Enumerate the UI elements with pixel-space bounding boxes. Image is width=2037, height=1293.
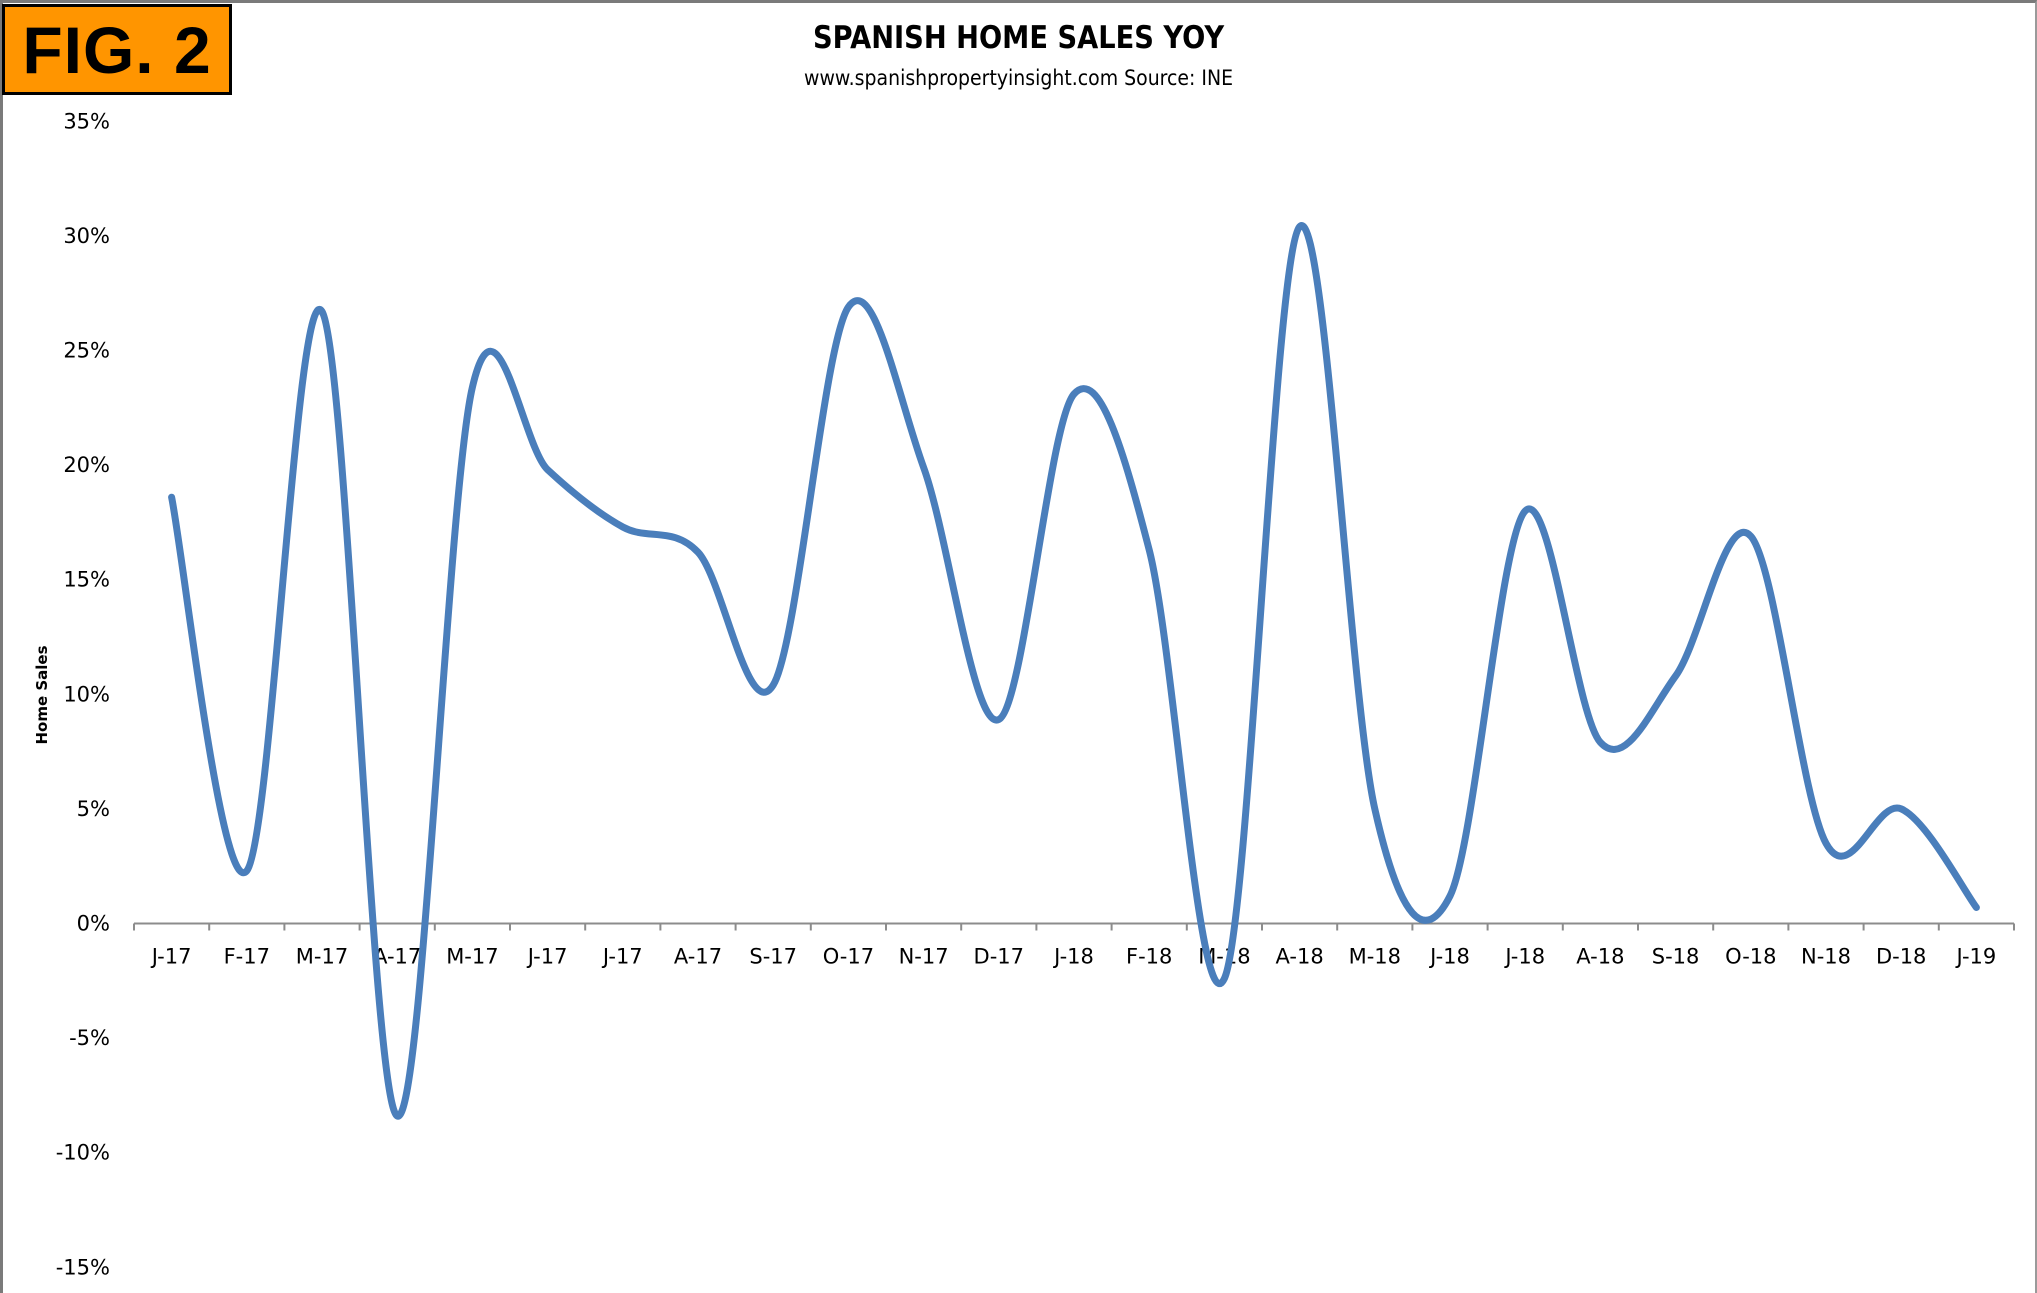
y-tick-label: 20%	[63, 453, 110, 477]
x-tick-label: A-17	[674, 945, 722, 969]
x-tick-label: S-18	[1652, 945, 1700, 969]
x-axis-tick-labels: J-17 F-17 M-17 A-17 M-17 J-17 J-17 A-17 S-17 O-17…	[150, 945, 1997, 969]
x-tick-label: J-18	[1503, 945, 1545, 969]
x-tick-label: J-19	[1955, 945, 1997, 969]
y-tick-label: 15%	[63, 568, 110, 592]
x-tick-label: J-17	[150, 945, 192, 969]
x-tick-label: M-18	[1349, 945, 1401, 969]
x-tick-label: D-17	[974, 945, 1024, 969]
x-tick-label: N-18	[1801, 945, 1851, 969]
y-tick-label: 10%	[63, 682, 110, 706]
y-axis-tick-labels: 35% 30% 25% 20% 15% 10% 5% 0% -5% -10% -15%	[56, 109, 110, 1279]
x-tick-label: S-17	[749, 945, 797, 969]
y-tick-label: -10%	[56, 1141, 110, 1165]
y-tick-label: -5%	[69, 1026, 110, 1050]
chart-title: SPANISH HOME SALES YOY	[812, 20, 1225, 56]
chart-subtitle: www.spanishpropertyinsight.com Source: I…	[804, 66, 1234, 90]
x-tick-label: J-18	[1052, 945, 1094, 969]
y-tick-label: 5%	[77, 797, 110, 821]
x-tick-label: J-17	[526, 945, 568, 969]
series-line-home-sales	[168, 222, 1980, 1120]
x-tick-label: J-17	[601, 945, 643, 969]
x-tick-label: F-18	[1126, 945, 1172, 969]
y-tick-label: 0%	[77, 912, 110, 936]
x-tick-label: A-17	[373, 945, 421, 969]
x-tick-label: F-17	[224, 945, 270, 969]
x-tick-label: O-17	[823, 945, 874, 969]
y-tick-label: 30%	[63, 224, 110, 248]
x-tick-label: N-17	[899, 945, 949, 969]
figure-badge: FIG. 2	[2, 4, 232, 95]
y-tick-label: 25%	[63, 339, 110, 363]
y-tick-label: 35%	[63, 109, 110, 133]
x-tick-label: A-18	[1576, 945, 1624, 969]
x-tick-label: J-18	[1428, 945, 1470, 969]
x-tick-label: M-17	[296, 945, 348, 969]
x-tick-label: M-17	[446, 945, 498, 969]
x-tick-label: D-18	[1876, 945, 1926, 969]
x-tick-label: A-18	[1275, 945, 1323, 969]
x-tick-label: O-18	[1725, 945, 1776, 969]
y-tick-label: -15%	[56, 1255, 110, 1279]
figure-badge-label: FIG. 2	[22, 12, 212, 87]
x-axis	[133, 922, 2015, 931]
